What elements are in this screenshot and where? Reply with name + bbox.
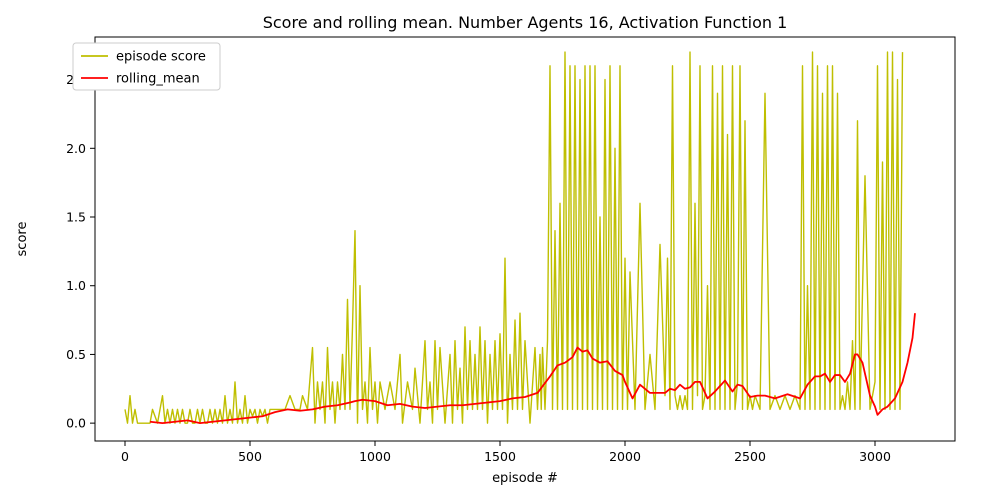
- x-tick-label: 1000: [359, 449, 391, 464]
- x-tick-label: 3000: [859, 449, 891, 464]
- y-tick-label: 2.0: [66, 141, 86, 156]
- y-tick-label: 0.5: [66, 347, 86, 362]
- x-tick-label: 0: [121, 449, 129, 464]
- axes-frame: [94, 36, 956, 442]
- x-tick-label: 2000: [609, 449, 641, 464]
- y-tick-label: 0.0: [66, 416, 86, 431]
- series-line-episode-score: [124, 51, 904, 424]
- legend-label-episode-score: episode score: [116, 50, 206, 65]
- x-axis-label: episode #: [492, 471, 558, 486]
- legend-label-rolling-mean: rolling_mean: [116, 72, 200, 87]
- chart-title: Score and rolling mean. Number Agents 16…: [263, 13, 788, 32]
- x-tick-label: 500: [238, 449, 262, 464]
- y-tick-label: 1.0: [66, 278, 86, 293]
- legend: episode score rolling_mean: [72, 42, 221, 91]
- x-tick-label: 2500: [734, 449, 766, 464]
- series-group: [124, 51, 916, 425]
- x-ticks: 0 500 1000 1500 2000 2500 3000: [121, 441, 891, 464]
- x-tick-label: 1500: [484, 449, 516, 464]
- y-axis-label: score: [15, 222, 30, 257]
- legend-box: [72, 42, 221, 91]
- series-line-rolling-mean: [149, 313, 916, 425]
- y-tick-label: 1.5: [66, 210, 86, 225]
- plot-area: [124, 51, 916, 425]
